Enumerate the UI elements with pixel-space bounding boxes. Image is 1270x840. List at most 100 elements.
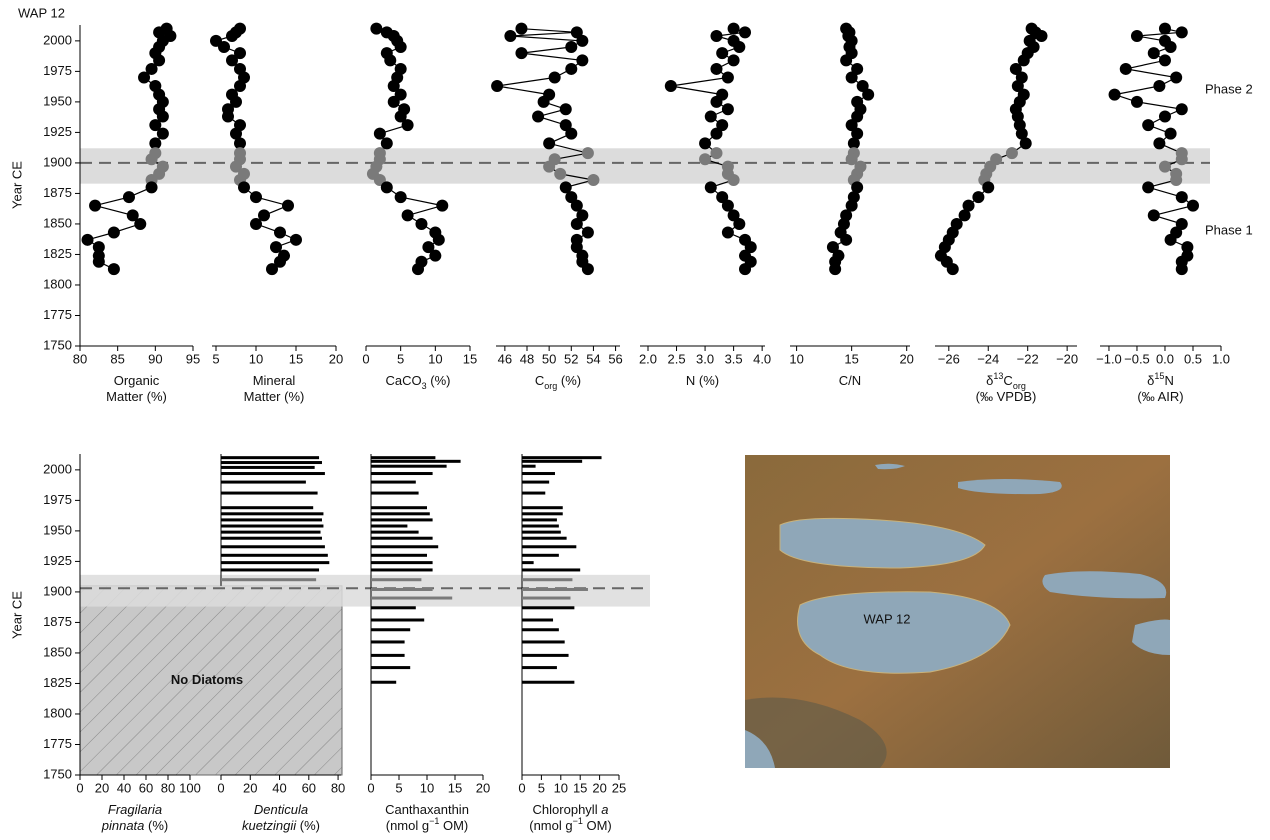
data-point: [156, 110, 169, 123]
y-tick-label: 1800: [43, 276, 72, 291]
data-point: [1186, 199, 1199, 212]
data-point: [559, 103, 572, 116]
x-tick-label: −0.5: [1124, 351, 1150, 366]
x-tick-label: 10: [249, 351, 263, 366]
lake: [1132, 619, 1170, 655]
x-axis-label: δ13Corg: [986, 371, 1026, 391]
bar: [221, 545, 325, 549]
bar: [522, 518, 557, 522]
data-point: [716, 119, 729, 132]
data-point: [576, 209, 589, 222]
x-axis-label: (nmol g−1 OM): [529, 816, 612, 833]
data-point: [744, 241, 757, 254]
data-point: [581, 226, 594, 239]
bar: [371, 536, 433, 540]
data-point: [149, 119, 162, 132]
data-point: [739, 263, 752, 276]
label-part: Organic: [114, 373, 160, 388]
bar: [371, 568, 433, 572]
y-tick-label: 1975: [43, 63, 72, 78]
label-part: N: [1164, 373, 1173, 388]
data-point: [710, 62, 723, 75]
bar: [522, 464, 536, 468]
x-tick-label: 50: [542, 351, 556, 366]
label-part: Chlorophyll: [533, 802, 602, 817]
data-point: [156, 127, 169, 140]
x-tick-label: 100: [179, 780, 201, 795]
data-point: [845, 119, 858, 132]
data-point: [1175, 217, 1188, 230]
bar: [522, 459, 583, 463]
data-point: [1147, 47, 1160, 60]
data-point: [733, 217, 746, 230]
data-point: [230, 127, 242, 140]
x-axis-label: Fragilaria: [108, 802, 162, 817]
x-tick-label: 2.0: [639, 351, 657, 366]
x-axis-label: Mineral: [253, 373, 296, 388]
data-point: [1164, 233, 1177, 246]
data-point: [370, 22, 383, 35]
y-tick-label: 1750: [43, 766, 72, 781]
data-point: [222, 110, 234, 123]
data-point: [537, 95, 550, 108]
data-point: [570, 217, 583, 230]
data-point: [1170, 71, 1183, 84]
data-point: [862, 88, 875, 101]
data-point: [699, 153, 712, 166]
lake: [745, 730, 775, 768]
data-point: [664, 80, 677, 93]
bar: [371, 464, 447, 468]
data-point: [554, 167, 567, 180]
data-point: [1142, 119, 1155, 132]
bar: [221, 456, 320, 460]
data-point: [727, 54, 740, 67]
x-tick-label: 0: [367, 780, 374, 795]
data-point: [230, 160, 242, 173]
x-tick-label: 10: [420, 780, 434, 795]
annotation: Phase 2: [1205, 81, 1253, 96]
chart-title: WAP 12: [18, 5, 65, 20]
bar: [522, 524, 559, 528]
x-tick-label: 60: [139, 780, 153, 795]
data-point: [149, 137, 162, 150]
bar: [371, 640, 405, 644]
data-point: [721, 103, 734, 116]
bar: [522, 472, 555, 476]
x-tick-label: 52: [564, 351, 578, 366]
bar: [522, 512, 563, 516]
bar: [522, 653, 569, 657]
data-point: [226, 29, 238, 42]
bar: [522, 596, 571, 600]
bar: [371, 628, 411, 632]
data-point: [92, 255, 105, 268]
no-data-label: No Diatoms: [171, 672, 243, 687]
data-point: [218, 40, 230, 53]
data-point: [565, 40, 578, 53]
data-point: [565, 62, 578, 75]
data-point: [1119, 62, 1132, 75]
y-tick-label: 1925: [43, 553, 72, 568]
bar: [522, 606, 575, 610]
bar: [221, 568, 320, 572]
bar: [371, 596, 453, 600]
bar: [221, 578, 317, 582]
data-point: [415, 217, 428, 230]
lake: [875, 463, 905, 470]
data-point: [1130, 29, 1143, 42]
data-point: [532, 110, 545, 123]
x-tick-label: 20: [476, 780, 490, 795]
data-point: [543, 160, 556, 173]
lake: [797, 591, 1011, 674]
label-part: OM): [439, 818, 468, 833]
x-tick-label: 0.0: [1156, 351, 1174, 366]
data-point: [840, 233, 853, 246]
data-point: [401, 209, 414, 222]
x-tick-label: 2.5: [667, 351, 685, 366]
data-point: [250, 191, 262, 204]
data-point: [234, 47, 246, 60]
data-point: [1164, 40, 1177, 53]
label-part: Matter (%): [244, 389, 305, 404]
bar: [371, 472, 433, 476]
label-part: CaCO: [386, 373, 422, 388]
label-part: a: [601, 802, 608, 817]
